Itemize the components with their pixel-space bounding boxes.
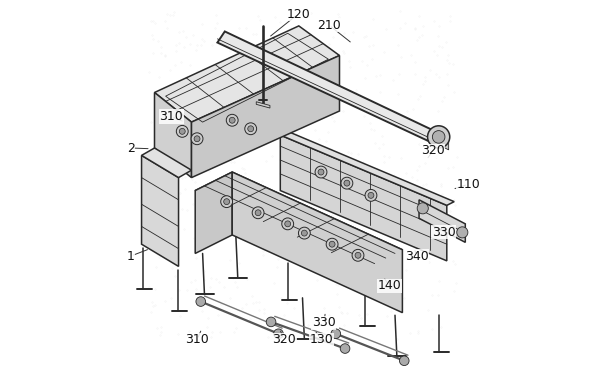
Polygon shape [192,56,339,178]
Text: 120: 120 [286,7,310,21]
Text: 130: 130 [310,333,333,346]
Text: 320: 320 [421,144,445,158]
Circle shape [433,131,445,143]
Circle shape [315,166,327,178]
Polygon shape [419,200,465,242]
Polygon shape [142,148,192,178]
Text: 320: 320 [272,333,296,346]
Circle shape [368,192,374,198]
Text: 110: 110 [456,178,480,191]
Text: 310: 310 [159,110,183,123]
Polygon shape [280,135,447,261]
Text: 330: 330 [432,226,456,239]
Circle shape [273,329,283,339]
Circle shape [298,227,310,239]
Circle shape [301,230,307,236]
Circle shape [247,126,253,132]
Circle shape [417,203,428,214]
Circle shape [365,189,377,201]
Polygon shape [195,172,402,268]
Text: 1: 1 [127,249,135,263]
Circle shape [179,128,185,134]
Circle shape [266,317,276,327]
Polygon shape [154,26,339,122]
Circle shape [399,356,409,366]
Circle shape [221,196,232,208]
Circle shape [282,218,293,230]
Circle shape [352,249,364,261]
Polygon shape [257,102,270,108]
Polygon shape [280,131,454,205]
Text: 210: 210 [317,18,341,32]
Circle shape [340,344,350,353]
Circle shape [326,238,338,250]
Circle shape [457,227,468,238]
Circle shape [229,117,235,123]
Circle shape [285,221,290,227]
Circle shape [176,125,188,137]
Circle shape [252,207,264,219]
Circle shape [245,123,257,135]
Circle shape [224,199,230,205]
Circle shape [329,241,335,247]
Circle shape [226,114,238,126]
Polygon shape [154,92,192,178]
Circle shape [255,210,261,216]
Circle shape [194,136,200,142]
Text: 310: 310 [185,333,209,346]
Polygon shape [195,172,232,253]
Circle shape [344,180,350,186]
Text: 340: 340 [405,249,428,263]
Circle shape [196,297,206,306]
Polygon shape [434,131,449,150]
Circle shape [318,169,324,175]
Circle shape [355,252,361,258]
Polygon shape [142,155,178,266]
Text: 330: 330 [312,316,336,329]
Text: 140: 140 [378,279,401,292]
Polygon shape [217,31,443,146]
Text: 2: 2 [127,141,135,155]
Circle shape [428,126,450,148]
Circle shape [341,177,353,189]
Circle shape [331,329,341,339]
Circle shape [191,133,203,145]
Polygon shape [232,172,402,313]
